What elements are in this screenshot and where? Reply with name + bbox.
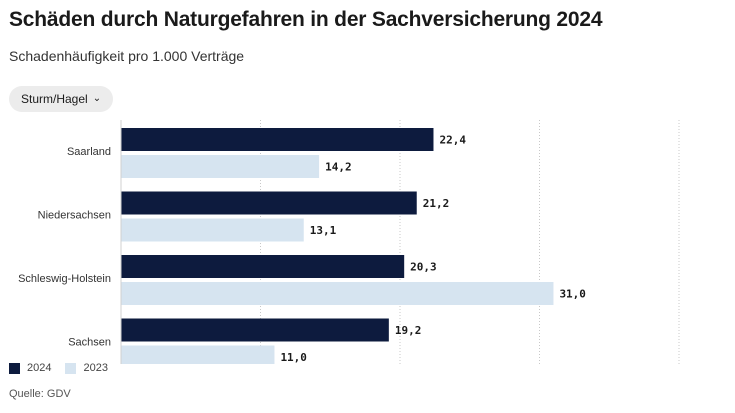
category-label: Sachsen xyxy=(68,337,111,349)
legend-label-2023: 2023 xyxy=(83,362,108,374)
value-label: 11,0 xyxy=(280,351,307,364)
legend-item-2023: 2023 xyxy=(65,362,108,374)
category-label: Schleswig-Holstein xyxy=(18,273,111,285)
legend-swatch-2023 xyxy=(65,362,77,374)
bar-2023 xyxy=(121,345,275,364)
chevron-down-icon: ⌄ xyxy=(92,93,102,104)
value-label: 21,2 xyxy=(423,197,450,210)
value-label: 14,2 xyxy=(325,161,352,174)
bar-2024 xyxy=(121,191,417,215)
bar-2024 xyxy=(121,128,434,151)
hazard-filter-label: Sturm/Hagel xyxy=(21,92,88,106)
legend-item-2024: 2024 xyxy=(9,362,51,374)
chart-title: Schäden durch Naturgefahren in der Sachv… xyxy=(9,8,603,31)
bar-2023 xyxy=(121,155,320,178)
value-label: 20,3 xyxy=(410,261,437,274)
chart-subtitle: Schadenhäufigkeit pro 1.000 Verträge xyxy=(9,48,245,64)
bar-2023 xyxy=(121,218,304,242)
chart-legend: 2024 2023 xyxy=(9,362,108,374)
legend-swatch-2024 xyxy=(9,362,20,374)
value-label: 31,0 xyxy=(559,288,586,301)
legend-label-2024: 2024 xyxy=(27,362,52,374)
bar-chart: Saarland 22,4 14,2 Niedersachsen 21,2 13,1 Sch… xyxy=(18,120,680,364)
category-label: Saarland xyxy=(67,146,111,158)
bar-2023 xyxy=(121,282,554,305)
bar-2024 xyxy=(121,318,389,342)
category-label: Niedersachsen xyxy=(38,210,111,222)
bar-2024 xyxy=(121,255,405,278)
value-label: 22,4 xyxy=(439,134,466,147)
hazard-filter-dropdown[interactable]: Sturm/Hagel ⌄ xyxy=(9,86,114,112)
source-note: Quelle: GDV xyxy=(9,388,71,400)
value-label: 13,1 xyxy=(310,224,337,237)
value-label: 19,2 xyxy=(395,324,422,337)
